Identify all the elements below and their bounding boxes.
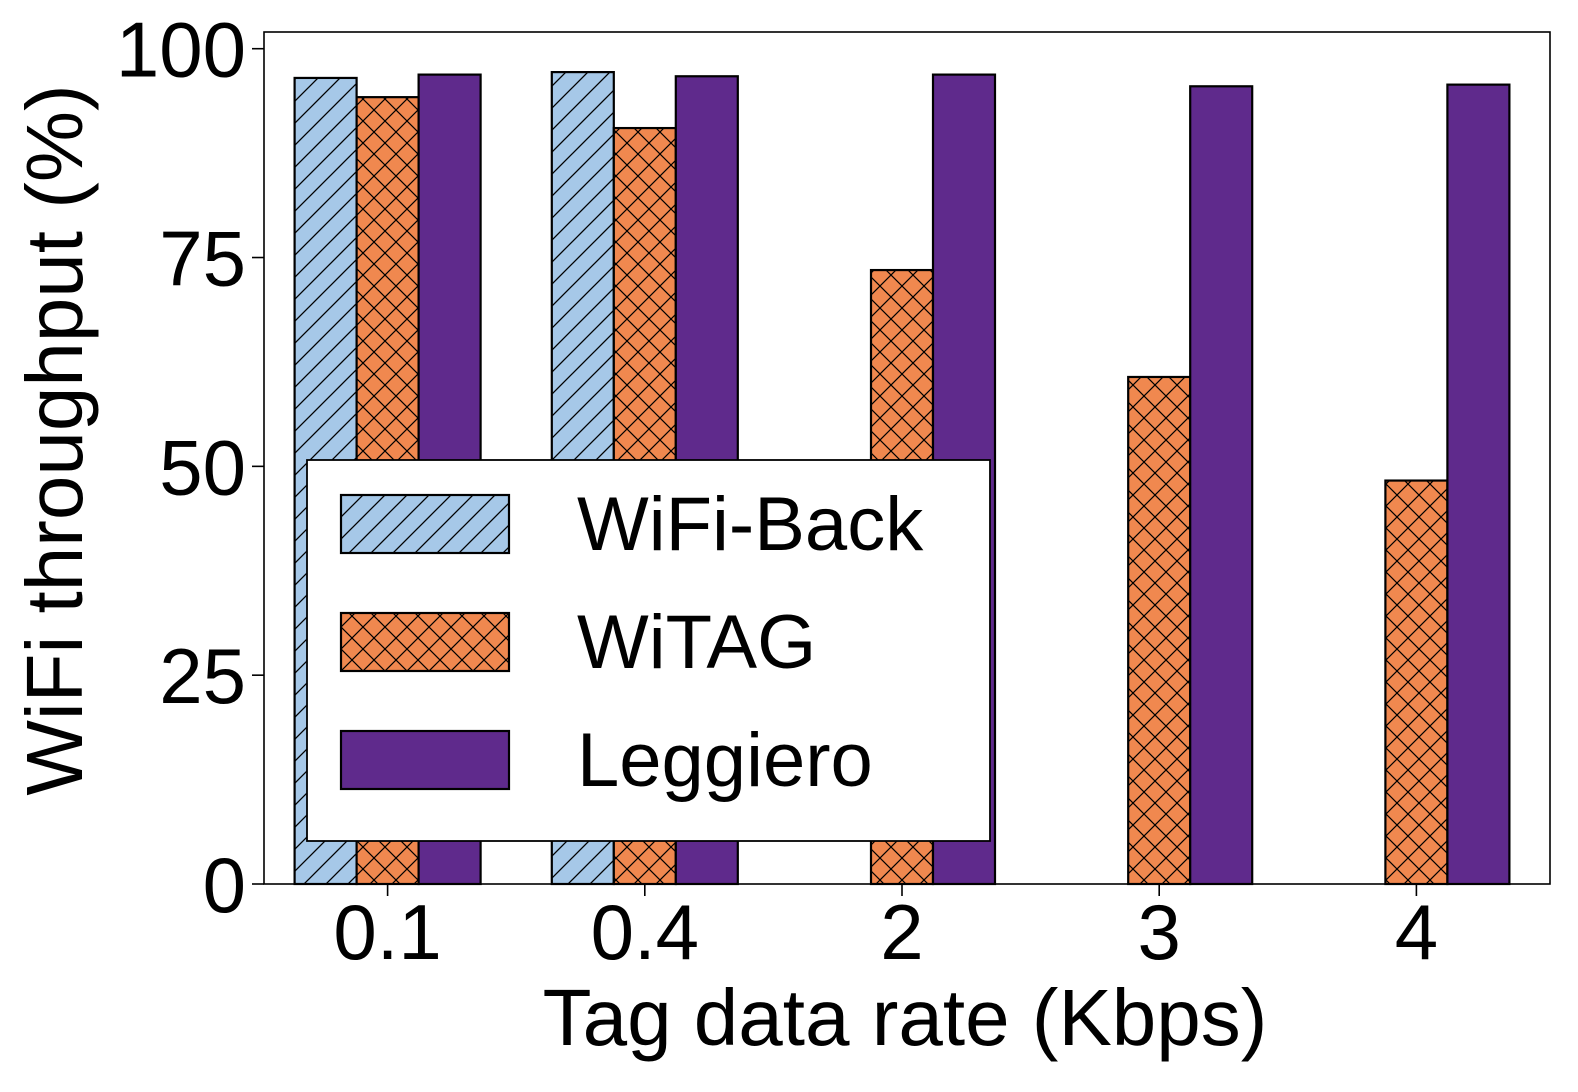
x-axis-label: Tag data rate (Kbps) xyxy=(543,973,1268,1062)
bar-leggiero-3 xyxy=(1189,85,1254,886)
plot-frame xyxy=(263,31,1551,885)
y-tick-label-4: 100 xyxy=(116,6,246,94)
legend-item-wifi-back: WiFi-Back xyxy=(339,482,924,567)
x-tick-label-4: 4 xyxy=(1395,888,1438,976)
y-tick-label-0: 0 xyxy=(203,841,246,929)
bar-witag-3 xyxy=(1127,375,1192,886)
y-tick-label-3: 75 xyxy=(159,215,246,303)
legend-item-leggiero: Leggiero xyxy=(339,718,873,803)
bar-leggiero-4 xyxy=(1446,83,1511,886)
bar-witag-4 xyxy=(1384,479,1449,886)
legend-label-wifi-back: WiFi-Back xyxy=(577,482,924,567)
y-tick-label-1: 25 xyxy=(159,632,246,720)
legend-swatch-wifi-back xyxy=(339,493,511,555)
x-tick-label-1: 0.4 xyxy=(591,888,699,976)
y-tick-label-2: 50 xyxy=(159,423,246,511)
legend-item-witag: WiTAG xyxy=(339,600,816,685)
legend-swatch-leggiero xyxy=(339,729,511,791)
legend: WiFi-Back WiTAG Leggiero xyxy=(306,459,991,842)
legend-label-witag: WiTAG xyxy=(577,600,816,685)
axes-layer: 0 25 50 75 100 0.1 0.4 2 3 4 Tag data rate (Kbps) W… xyxy=(10,6,1551,1062)
legend-label-leggiero: Leggiero xyxy=(577,718,873,803)
y-axis-label: WiFi throughput (%) xyxy=(10,84,99,795)
x-tick-label-3: 3 xyxy=(1138,888,1181,976)
legend-swatch-witag xyxy=(339,611,511,673)
x-tick-label-2: 2 xyxy=(880,888,923,976)
x-tick-label-0: 0.1 xyxy=(333,888,441,976)
